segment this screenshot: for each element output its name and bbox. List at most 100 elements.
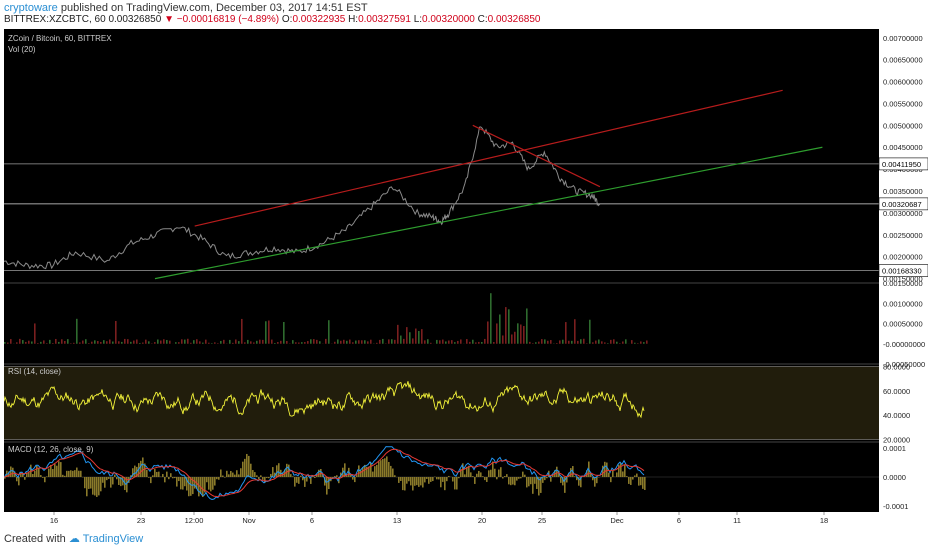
volume-bar — [37, 343, 39, 344]
macd-histogram-bar — [488, 470, 490, 477]
volume-bar — [454, 342, 456, 344]
macd-histogram-bar — [40, 475, 42, 477]
macd-histogram-bar — [98, 477, 100, 496]
macd-histogram-bar — [178, 477, 180, 482]
macd-histogram-bar — [366, 466, 368, 477]
macd-histogram-bar — [510, 477, 512, 486]
volume-bar — [604, 342, 606, 344]
macd-histogram-bar — [494, 468, 496, 477]
macd-histogram-bar — [594, 477, 596, 487]
macd-histogram-bar — [116, 477, 118, 480]
macd-histogram-bar — [472, 476, 474, 477]
macd-histogram-bar — [100, 477, 102, 492]
macd-histogram-bar — [252, 470, 254, 477]
macd-histogram-bar — [326, 477, 328, 495]
macd-histogram-bar — [540, 477, 542, 493]
macd-histogram-bar — [454, 477, 456, 490]
macd-histogram-bar — [162, 474, 164, 477]
volume-bar — [268, 320, 270, 344]
rsi-tick-label: 80.0000 — [883, 362, 910, 371]
price-tick-label: 0.00700000 — [883, 34, 923, 43]
macd-histogram-bar — [276, 465, 278, 477]
macd-histogram-bar — [188, 477, 190, 497]
rsi-line — [3, 381, 645, 419]
macd-histogram-bar — [54, 464, 56, 477]
volume-bar — [352, 342, 354, 344]
volume-bar — [397, 324, 399, 344]
macd-histogram-bar — [462, 463, 464, 477]
macd-histogram-bar — [18, 477, 20, 486]
macd-histogram-bar — [496, 477, 498, 480]
rsi-tick-label: 40.0000 — [883, 411, 910, 420]
volume-bar — [337, 339, 339, 344]
volume-bar — [76, 318, 78, 344]
rsi-pane-title: RSI (14, close) — [8, 367, 61, 376]
macd-histogram-bar — [90, 477, 92, 489]
volume-bar — [442, 339, 444, 344]
macd-histogram-bar — [440, 477, 442, 488]
volume-bar — [175, 342, 177, 344]
volume-bar — [481, 342, 483, 344]
volume-bar — [217, 343, 219, 344]
volume-bar — [307, 341, 309, 344]
macd-histogram-bar — [610, 477, 612, 483]
price-tick-label: 0.00500000 — [883, 121, 923, 130]
volume-bar — [22, 340, 24, 344]
high-value: 0.00327591 — [358, 14, 411, 25]
price-change: −0.00016819 (−4.89%) — [176, 14, 280, 25]
macd-histogram-bar — [66, 470, 68, 477]
volume-bar — [595, 340, 597, 344]
volume-bar — [25, 341, 27, 344]
macd-histogram-bar — [86, 477, 88, 497]
volume-bar — [469, 341, 471, 344]
tradingview-link[interactable]: TradingView — [82, 533, 144, 545]
volume-bar — [97, 341, 99, 344]
macd-histogram-bar — [226, 470, 228, 477]
volume-bar — [577, 340, 579, 344]
macd-histogram-bar — [410, 477, 412, 486]
volume-bar — [382, 338, 384, 344]
volume-bar — [274, 342, 276, 344]
volume-bar — [304, 342, 306, 344]
macd-histogram-bar — [56, 465, 58, 477]
macd-histogram-bar — [186, 477, 188, 491]
macd-histogram-bar — [360, 470, 362, 477]
macd-histogram-bar — [60, 462, 62, 477]
volume-bar — [40, 341, 42, 344]
rsi-tick-label: 60.0000 — [883, 387, 910, 396]
main-pane-title: ZCoin / Bitcoin, 60, BITTREX — [8, 34, 112, 43]
macd-histogram-bar — [356, 475, 358, 477]
chart-svg[interactable]: 0.00700000 0.00650000 0.00600000 0.00550000… — [3, 29, 929, 527]
macd-histogram-bar — [140, 460, 142, 477]
volume-tick-label: 0.00050000 — [883, 320, 923, 329]
volume-bar — [466, 339, 468, 344]
macd-histogram-bar — [22, 473, 24, 477]
volume-bar — [607, 343, 609, 344]
volume-bar — [394, 339, 396, 344]
created-with-text: Created with — [4, 533, 66, 545]
volume-bar — [421, 329, 423, 344]
macd-histogram-bar — [376, 464, 378, 477]
macd-histogram-bar — [228, 474, 230, 477]
volume-bar — [55, 338, 57, 344]
macd-histogram-bar — [412, 477, 414, 491]
macd-histogram-bar — [398, 477, 400, 483]
macd-histogram-bar — [640, 477, 642, 486]
chart-area[interactable]: 0.00700000 0.00650000 0.00600000 0.00550000… — [3, 29, 929, 527]
volume-bar — [148, 341, 150, 344]
volume-bar — [19, 338, 21, 344]
volume-bar — [112, 341, 114, 344]
volume-tick-label: -0.00000000 — [883, 340, 925, 349]
macd-histogram-bar — [644, 477, 646, 490]
symbol-label: BITTREX:XZCBTC, 60 — [4, 14, 106, 25]
volume-bar — [85, 339, 87, 344]
macd-histogram-bar — [364, 464, 366, 477]
macd-histogram-bar — [486, 477, 488, 482]
author-link[interactable]: cryptoware — [4, 2, 58, 14]
macd-histogram-bar — [208, 477, 210, 490]
volume-bar — [196, 339, 198, 344]
macd-histogram-bar — [14, 471, 16, 477]
volume-bar — [88, 343, 90, 344]
macd-histogram-bar — [374, 466, 376, 477]
macd-histogram-bar — [240, 468, 242, 477]
